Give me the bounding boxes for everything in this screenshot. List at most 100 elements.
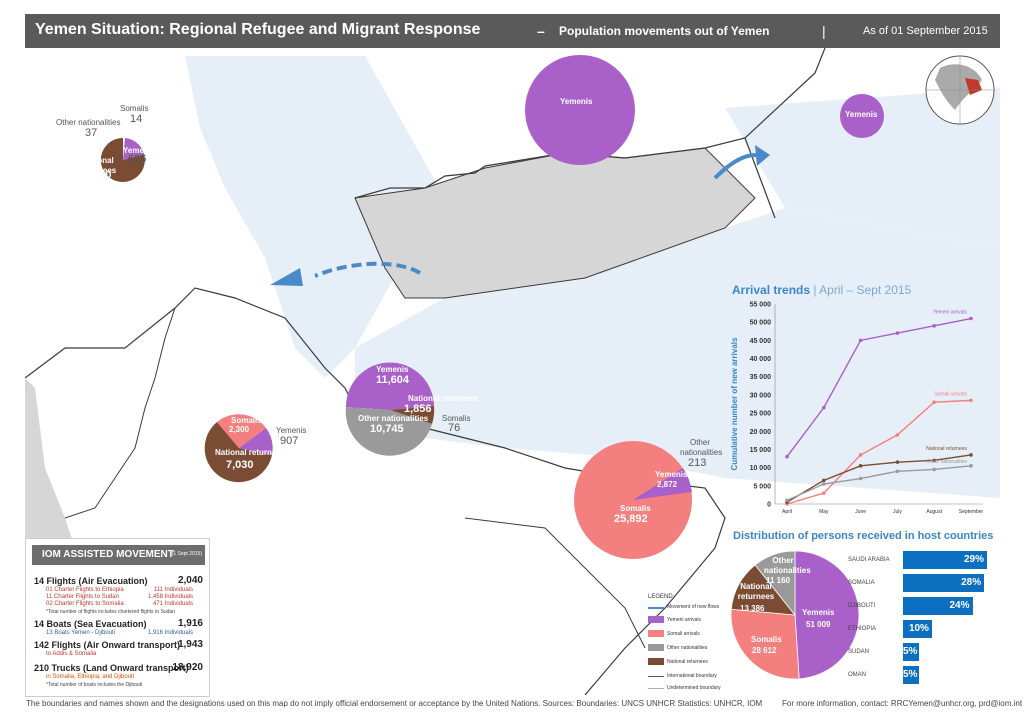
flow-arrowhead-africa: [270, 268, 303, 286]
region-map[interactable]: [25, 48, 1000, 695]
y-tick-label: 0: [767, 502, 771, 509]
y-tick-label: 40 000: [750, 356, 772, 363]
legend-item-somali: Somali arrivals: [667, 631, 700, 637]
slice-national: [100, 137, 145, 182]
y-axis-label: Cumulative number of new arrivals: [730, 337, 739, 470]
bar-label-2: DJIBOUTI: [848, 603, 876, 609]
iom-boat-detail: 13 Boats Yemen - Djibouti: [46, 630, 116, 636]
legend-item-national: National returnees: [667, 659, 708, 665]
legend-item-flow: Movement of new flows: [667, 604, 720, 610]
saudi-yemenis-label: Yemenis: [560, 97, 593, 106]
slice-yemenis: [633, 468, 692, 500]
dist-national-value: 13 386: [740, 604, 765, 613]
arrival-trends-subtitle-text: April – Sept 2015: [819, 283, 912, 297]
oman-yemenis-label: Yemenis: [123, 146, 156, 155]
iom-title-bar: IOM ASSISTED MOVEMENT (1 Sept 2015): [32, 545, 205, 565]
dist-yemenis-value: 51 009: [806, 620, 831, 629]
series-point-1: [895, 433, 900, 437]
iom-boat-count: 1,916 Individuals: [147, 630, 193, 636]
series-point-3: [932, 467, 936, 472]
iom-flight-detail-3: 02 Charter Flights to Somalia: [46, 601, 124, 607]
bar-label-4: SUDAN: [848, 649, 870, 655]
series-point-0: [785, 454, 789, 459]
dist-slice-1: [730, 608, 800, 680]
iom-row-air-evac: 14 Flights (Air Evacuation): [34, 576, 148, 586]
footer-disclaimer: The boundaries and names shown and the d…: [26, 699, 763, 708]
series-label-1: Somali arrivals: [934, 391, 967, 397]
bar-2: 24%: [903, 597, 973, 615]
djibouti-yemenis-label: Yemenis: [376, 365, 409, 374]
iom-flight-count-1: 111 Individuals: [153, 587, 193, 593]
bar-label-1: SOMALIA: [848, 580, 875, 586]
bar-3: 10%: [903, 620, 932, 638]
slice-somalis: [217, 414, 266, 448]
y-tick-label: 35 000: [750, 374, 772, 381]
somalia-border: [464, 517, 646, 649]
iom-row-air-onward: 142 Flights (Air Onward transport): [34, 640, 181, 650]
sea-gulf-of-aden: [355, 208, 1000, 498]
arrival-trends-title-text: Arrival trends: [732, 283, 811, 297]
pie-returnees-region-1: [100, 137, 145, 182]
iom-row-sea-evac: 14 Boats (Sea Evacuation): [34, 619, 147, 629]
bar-label-0: SAUDI ARABIA: [848, 557, 890, 563]
sudan-national-label: National returnees: [215, 448, 286, 457]
djibouti-other-label: Other nationalities: [358, 414, 429, 423]
series-point-1: [932, 400, 936, 404]
pie-sudan: [204, 414, 273, 483]
y-tick-label: 45 000: [750, 338, 772, 345]
dist-other-value: 11 160: [766, 576, 791, 585]
somalia-yemenis-label: Yemenis: [655, 470, 688, 479]
somalia-other-value: 213: [688, 457, 707, 469]
legend-item-intl-boundary: International boundary: [667, 673, 717, 679]
iom-air-detail: to Addis & Somalia: [46, 651, 97, 657]
slice-yemenis: [239, 428, 273, 455]
legend-somali-swatch: [648, 630, 664, 637]
dist-yemenis-label: Yemenis: [802, 608, 835, 617]
dist-slice-0: [794, 550, 860, 680]
series-label-3: Other nationalities: [927, 459, 968, 465]
flow-arrow-to-africa: [314, 261, 422, 278]
series-point-2: [858, 464, 863, 468]
distribution-title: Distribution of persons received in host…: [733, 530, 994, 542]
slice-yemenis: [345, 362, 434, 410]
report-date: As of 01 September 2015: [863, 25, 988, 37]
oman-yemenis-value: 626: [128, 153, 147, 165]
series-point-0: [969, 316, 973, 321]
legend-national-swatch: [648, 658, 664, 665]
header-bar: Yemen Situation: Regional Refugee and Mi…: [25, 14, 1000, 48]
y-tick-label: 20 000: [750, 429, 772, 436]
footer-contact: For more information, contact: RRCYemen@…: [782, 699, 1023, 708]
y-tick-label: 10 000: [750, 465, 772, 472]
saudi-yemen-border: [354, 48, 826, 199]
iom-row-land-onward: 210 Trucks (Land Onward transport): [34, 663, 189, 673]
bar-5: 5%: [903, 666, 919, 684]
legend-intl-boundary-swatch: [648, 676, 664, 677]
series-point-3: [895, 469, 900, 474]
pie-djibouti: [345, 362, 435, 456]
series-point-3: [785, 498, 789, 503]
title-dash: –: [537, 23, 545, 39]
iom-note-1: *Total number of flights includes charte…: [46, 609, 175, 615]
series-point-1: [969, 398, 973, 403]
iom-value-land-onward: 18,920: [172, 662, 203, 673]
pie-saudi-yemenis: [525, 55, 635, 165]
arrival-trends-chart: 0 5 000 10 000 15 000 20 000 25 000 30 000 35 0…: [730, 302, 984, 516]
iom-flight-count-3: 471 Individuals: [152, 601, 193, 607]
series-point-0: [932, 324, 936, 328]
bar-label-3: ETHIOPIA: [848, 626, 877, 632]
y-tick-label: 50 000: [750, 320, 772, 327]
series-point-0: [895, 331, 900, 335]
series-line-2: [786, 454, 972, 503]
arrival-trends-title: Arrival trends | April – Sept 2015: [732, 283, 911, 297]
series-point-0: [858, 338, 863, 343]
sudan-yemenis-value: 907: [280, 435, 299, 447]
iom-value-sea-evac: 1,916: [177, 618, 203, 629]
legend-title: LEGEND: [648, 594, 673, 600]
bar-label-5: OMAN: [848, 672, 866, 678]
dist-other-label: Other nationalities: [764, 556, 811, 575]
series-point-3: [822, 482, 826, 486]
bar-0: 29%: [903, 551, 987, 569]
iom-value-air-evac: 2,040: [177, 575, 203, 586]
sea-red-sea: [185, 56, 445, 378]
iom-assisted-movement-panel: IOM ASSISTED MOVEMENT (1 Sept 2015) 14 F…: [25, 538, 210, 697]
